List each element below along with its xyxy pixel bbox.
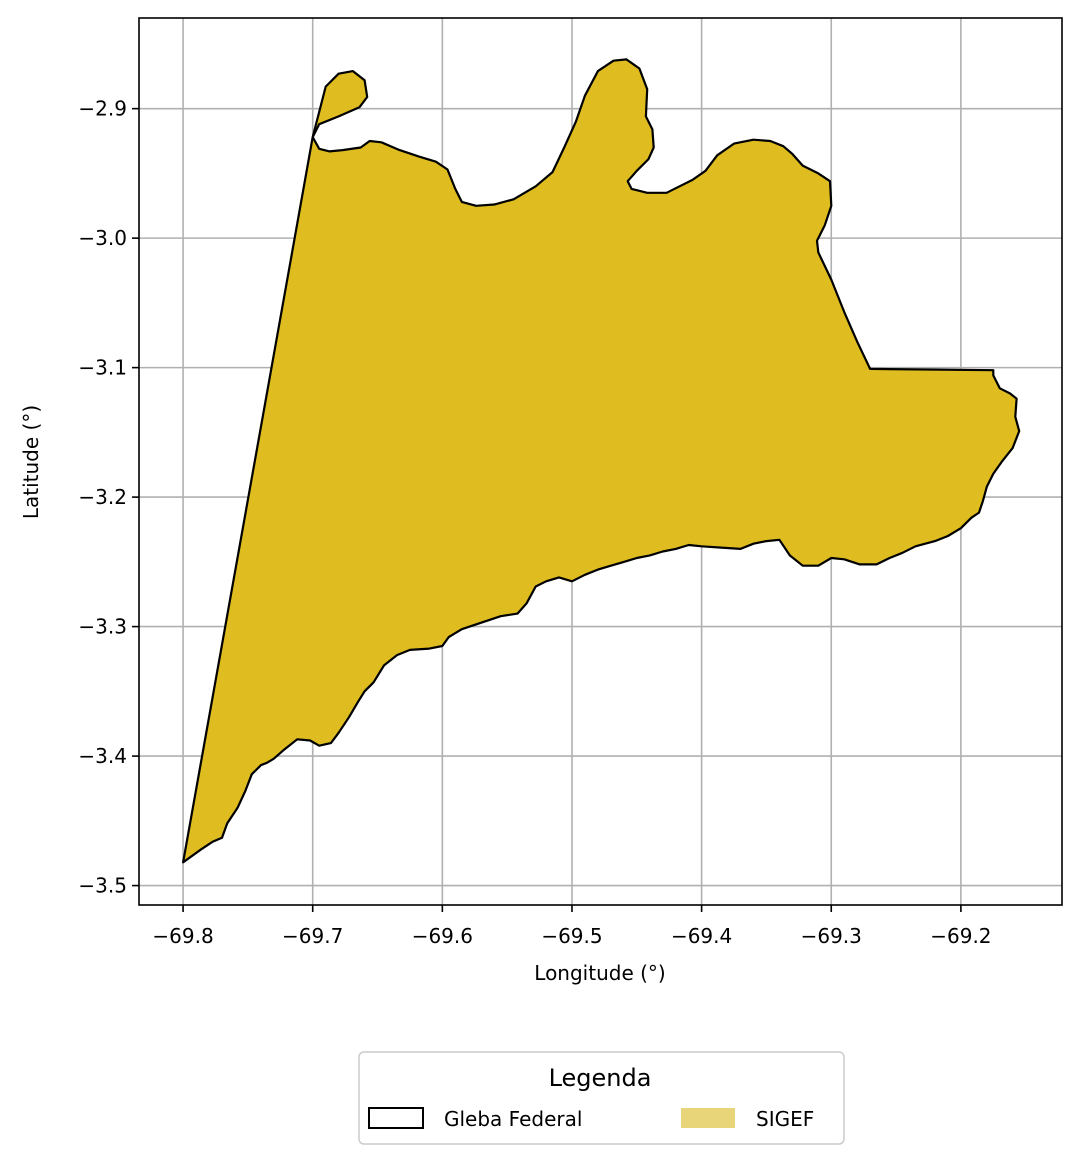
y-tick-label-5: −3.4 [78,744,127,768]
axes-frame [138,17,1063,906]
x-tick-label-4: −69.4 [671,924,732,948]
y-axis-title: Latitude (°) [19,405,43,519]
x-tick-label-5: −69.3 [801,924,862,948]
x-tick-label-0: −69.8 [152,924,213,948]
y-tick-label-2: −3.1 [78,356,127,380]
x-tick-label-1: −69.7 [282,924,343,948]
legend-label-sigef: SIGEF [756,1107,814,1131]
y-tick-label-0: −2.9 [78,97,127,121]
x-axis-ticks: −69.8 −69.7 −69.6 −69.5 −69.4 −69.3 −69.2 [152,905,992,948]
sigef-polygon [182,58,1021,864]
x-tick-label-2: −69.6 [412,924,473,948]
legend-title: Legenda [549,1064,652,1092]
legend-patch-gleba [368,1107,424,1129]
legend-label-gleba: Gleba Federal [444,1107,582,1131]
legend: Legenda Gleba Federal SIGEF [358,1051,845,1145]
x-tick-label-3: −69.5 [541,924,602,948]
legend-patch-sigef [681,1108,735,1128]
y-tick-label-1: −3.0 [78,226,127,250]
y-tick-label-3: −3.2 [78,485,127,509]
y-axis-ticks: −2.9 −3.0 −3.1 −3.2 −3.3 −3.4 −3.5 [78,97,139,898]
x-axis-title: Longitude (°) [534,961,665,985]
y-tick-label-6: −3.5 [78,874,127,898]
x-tick-label-6: −69.2 [930,924,991,948]
y-tick-label-4: −3.3 [78,615,127,639]
